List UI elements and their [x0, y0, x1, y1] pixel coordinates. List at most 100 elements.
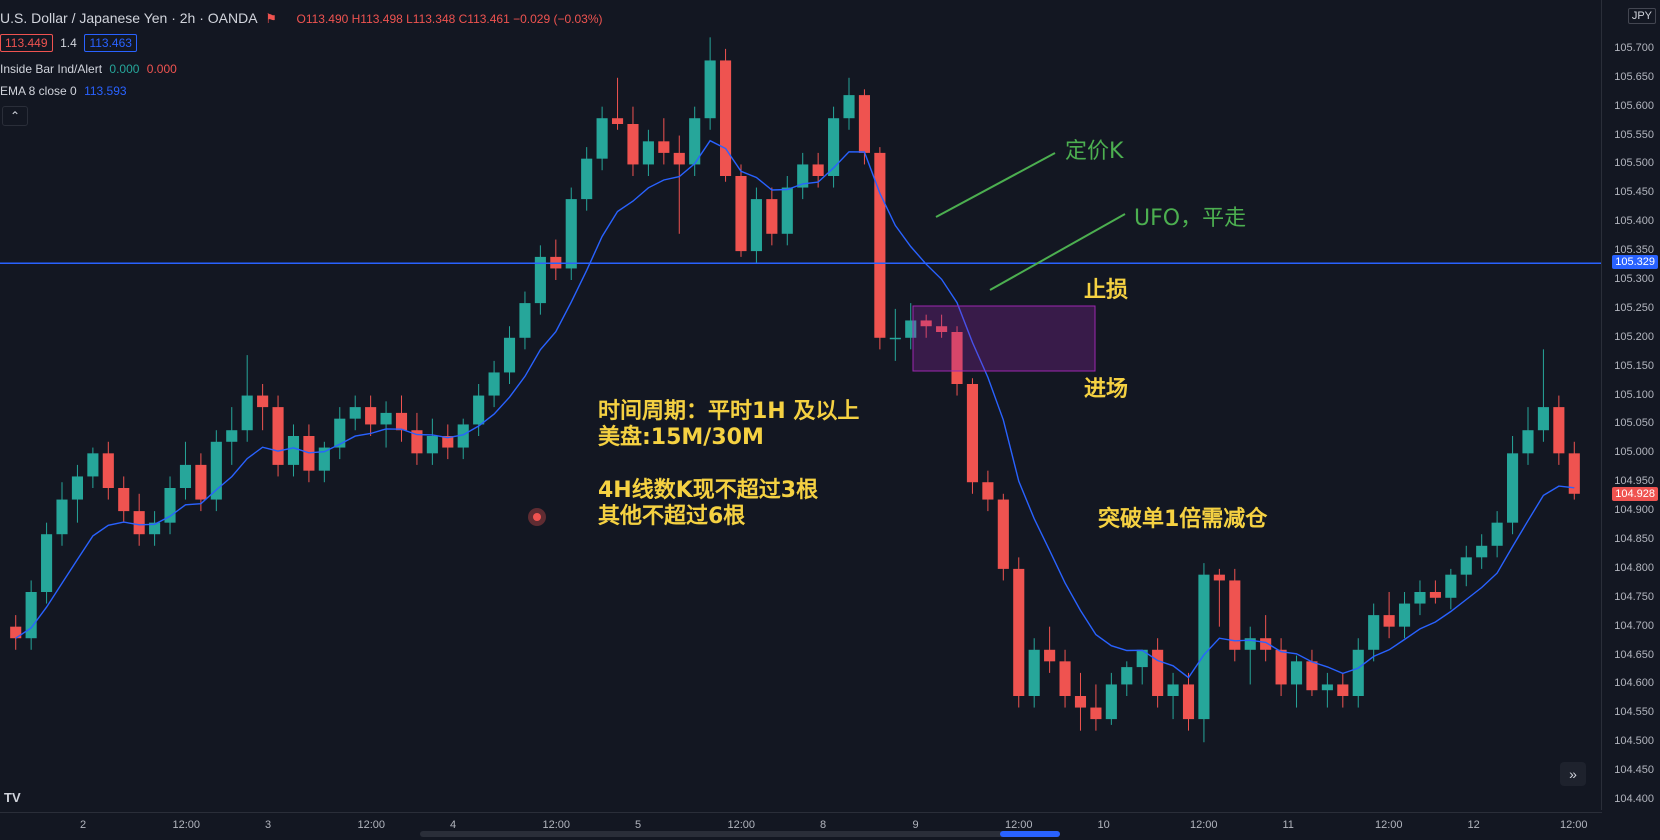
- candle-body[interactable]: [812, 164, 824, 176]
- candle-body[interactable]: [164, 488, 176, 523]
- candle-body[interactable]: [1121, 667, 1133, 685]
- candle-body[interactable]: [1105, 684, 1117, 720]
- price-chart[interactable]: [0, 0, 1602, 812]
- candle-body[interactable]: [1059, 661, 1071, 696]
- candle-body[interactable]: [735, 176, 747, 252]
- candle-body[interactable]: [1553, 407, 1565, 454]
- candle-body[interactable]: [1167, 684, 1179, 696]
- candle-body[interactable]: [534, 256, 546, 304]
- candle-body[interactable]: [611, 118, 624, 124]
- candle-body[interactable]: [1568, 453, 1580, 494]
- candle-body[interactable]: [1321, 684, 1333, 691]
- candle-body[interactable]: [1213, 574, 1225, 581]
- indicator-ema[interactable]: EMA 8 close 0 113.593: [0, 84, 131, 98]
- candle-body[interactable]: [766, 199, 778, 234]
- candle-body[interactable]: [1260, 638, 1272, 650]
- candle-body[interactable]: [241, 395, 253, 431]
- candle-body[interactable]: [627, 124, 639, 165]
- entry-zone-rectangle[interactable]: [912, 305, 1096, 372]
- candle-body[interactable]: [797, 164, 809, 188]
- annotation-ufo[interactable]: UFO，平走: [1134, 206, 1247, 231]
- candle-body[interactable]: [720, 60, 732, 176]
- candle-body[interactable]: [1229, 580, 1241, 650]
- annotation-count-1[interactable]: 4H线数K现不超过3根: [598, 478, 819, 503]
- candle-body[interactable]: [287, 436, 300, 465]
- candle-body[interactable]: [642, 141, 654, 165]
- candle-body[interactable]: [828, 118, 840, 176]
- collapse-legend-button[interactable]: ⌃: [2, 106, 28, 126]
- annotation-pricing-k[interactable]: 定价K: [1065, 139, 1124, 164]
- candle-body[interactable]: [56, 499, 68, 535]
- annotation-entry[interactable]: 进场: [1084, 377, 1129, 402]
- candle-body[interactable]: [87, 453, 99, 477]
- annotation-timeframe-1[interactable]: 时间周期：平时1H 及以上: [598, 399, 860, 424]
- candle-body[interactable]: [411, 430, 423, 454]
- candle-body[interactable]: [118, 488, 130, 512]
- candle-body[interactable]: [210, 441, 222, 500]
- candle-body[interactable]: [272, 407, 284, 465]
- candle-body[interactable]: [25, 592, 37, 639]
- candle-body[interactable]: [581, 158, 593, 200]
- candle-body[interactable]: [997, 499, 1009, 569]
- candle-body[interactable]: [365, 407, 377, 425]
- candle-body[interactable]: [1383, 615, 1395, 627]
- candle-body[interactable]: [380, 412, 392, 425]
- candle-body[interactable]: [519, 303, 531, 338]
- candle-body[interactable]: [457, 424, 469, 448]
- candle-body[interactable]: [226, 430, 238, 442]
- candle-body[interactable]: [179, 464, 192, 488]
- indicator-inside-bar[interactable]: Inside Bar Ind/Alert 0.000 0.000: [0, 62, 181, 76]
- candle-body[interactable]: [874, 152, 886, 338]
- candle-body[interactable]: [1522, 430, 1534, 454]
- candle-body[interactable]: [1028, 649, 1040, 696]
- candle-body[interactable]: [1152, 649, 1164, 696]
- candle-body[interactable]: [920, 320, 932, 327]
- currency-select[interactable]: JPY: [1627, 8, 1656, 24]
- candle-body[interactable]: [1306, 661, 1318, 691]
- annotation-timeframe-2[interactable]: 美盘:15M/30M: [598, 425, 764, 450]
- candle-body[interactable]: [1244, 638, 1256, 650]
- candle-body[interactable]: [1337, 684, 1349, 696]
- annotation-stop-loss[interactable]: 止损: [1084, 278, 1129, 303]
- candle-body[interactable]: [503, 337, 516, 373]
- candle-body[interactable]: [704, 60, 716, 119]
- candle-body[interactable]: [1429, 592, 1441, 598]
- candle-body[interactable]: [1182, 684, 1195, 720]
- candle-body[interactable]: [102, 453, 114, 488]
- candle-body[interactable]: [966, 384, 979, 483]
- candle-body[interactable]: [334, 418, 346, 448]
- scroll-to-latest-button[interactable]: »: [1560, 762, 1586, 786]
- candle-body[interactable]: [658, 141, 670, 153]
- candle-body[interactable]: [936, 326, 948, 332]
- candle-body[interactable]: [10, 626, 22, 639]
- candle-body[interactable]: [1368, 615, 1380, 650]
- candle-body[interactable]: [1398, 603, 1411, 627]
- candle-body[interactable]: [41, 534, 53, 592]
- candle-body[interactable]: [750, 199, 762, 252]
- candle-body[interactable]: [1460, 557, 1472, 575]
- candle-body[interactable]: [1352, 649, 1364, 696]
- candle-body[interactable]: [442, 436, 454, 448]
- candle-body[interactable]: [905, 320, 917, 338]
- candle-body[interactable]: [195, 464, 207, 500]
- candle-body[interactable]: [1476, 545, 1488, 558]
- candle-body[interactable]: [426, 436, 438, 454]
- candle-body[interactable]: [596, 118, 608, 159]
- scrollbar-track[interactable]: [420, 831, 1060, 837]
- candle-body[interactable]: [1507, 453, 1519, 523]
- candle-body[interactable]: [1044, 649, 1056, 662]
- candle-body[interactable]: [473, 395, 485, 425]
- candle-body[interactable]: [1013, 568, 1025, 696]
- ask-price[interactable]: 113.463: [84, 34, 137, 52]
- candle-body[interactable]: [488, 372, 500, 396]
- price-axis[interactable]: JPY 105.700 105.650 105.600 105.550 105.500 1…: [1601, 0, 1660, 810]
- candle-body[interactable]: [565, 199, 577, 269]
- time-axis[interactable]: 2 12:00 3 12:00 4 12:00 5 12:00 8 9 12:00 10 12:00 11…: [0, 812, 1602, 840]
- candle-body[interactable]: [1090, 707, 1102, 720]
- candle-body[interactable]: [1414, 592, 1426, 604]
- annotation-breakout[interactable]: 突破单1倍需减仓: [1098, 507, 1268, 532]
- bid-price[interactable]: 113.449: [0, 34, 53, 52]
- candle-body[interactable]: [71, 476, 83, 500]
- candle-body[interactable]: [1074, 696, 1087, 708]
